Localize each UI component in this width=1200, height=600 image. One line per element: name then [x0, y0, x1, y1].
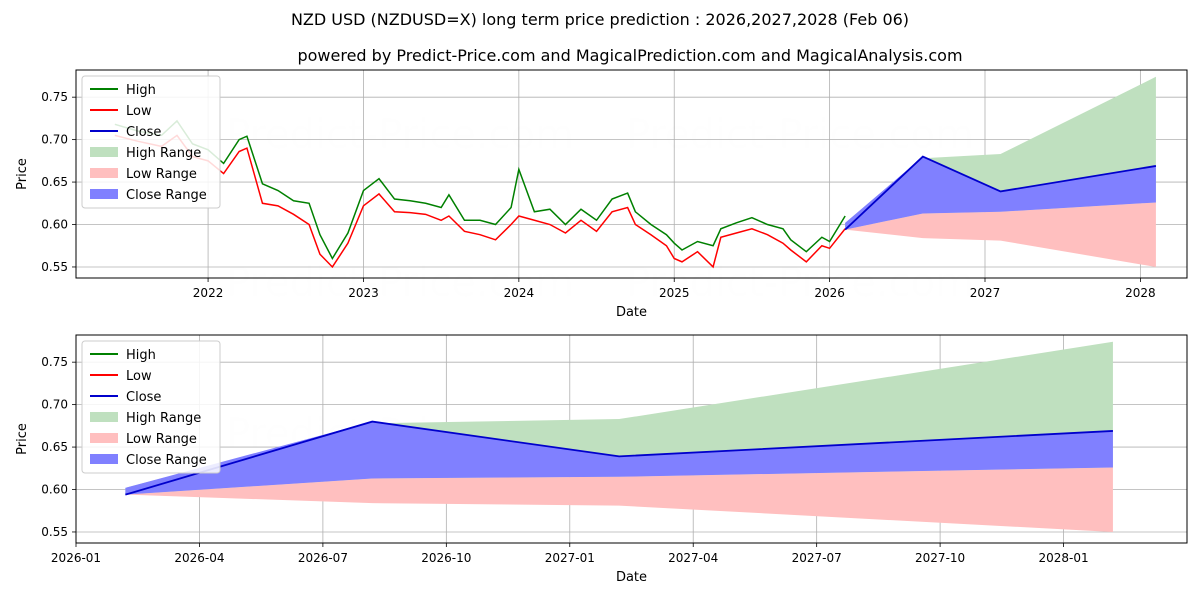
y-tick-label: 0.60: [41, 218, 68, 232]
x-tick-label: 2027: [970, 286, 1001, 300]
x-tick-label: 2022: [193, 286, 224, 300]
low-range-area: [845, 202, 1156, 267]
bottom-panel: Predict-Price.comPredict-Price.com2026-0…: [15, 334, 1188, 585]
watermark-text: Predict-Price.com: [626, 112, 974, 158]
legend-high-range-swatch: [90, 412, 118, 422]
x-tick-label: 2026: [814, 286, 845, 300]
legend-low-range-swatch: [90, 168, 118, 178]
y-tick-label: 0.55: [41, 525, 68, 539]
x-tick-label: 2027-07: [792, 551, 842, 565]
legend-high-label: High: [126, 83, 156, 98]
legend-high-range-swatch: [90, 147, 118, 157]
chart-title: NZD USD (NZDUSD=X) long term price predi…: [291, 10, 909, 29]
legend-low-label: Low: [126, 104, 152, 119]
legend-high-label: High: [126, 348, 156, 363]
legend-high-range-label: High Range: [126, 146, 201, 161]
legend-low-range-label: Low Range: [126, 167, 197, 182]
close-range-area: [845, 156, 1156, 230]
watermark-text: Predict-Price.com: [226, 112, 574, 158]
x-tick-label: 2026-10: [421, 551, 471, 565]
x-tick-label: 2023: [348, 286, 379, 300]
x-tick-label: 2027-10: [915, 551, 965, 565]
legend-close-range-label: Close Range: [126, 188, 207, 203]
close-line: [844, 155, 1157, 231]
x-tick-label: 2026-04: [174, 551, 224, 565]
legend-close-range-swatch: [90, 454, 118, 464]
high-line: [114, 119, 846, 260]
x-tick-label: 2027-01: [545, 551, 595, 565]
legend-low-label: Low: [126, 369, 152, 384]
legend-low-range-swatch: [90, 433, 118, 443]
x-tick-label: 2027-04: [668, 551, 718, 565]
y-tick-label: 0.65: [41, 440, 68, 454]
y-tick-label: 0.60: [41, 483, 68, 497]
close-range-area: [125, 421, 1113, 495]
legend-low-range-label: Low Range: [126, 432, 197, 447]
y-tick-label: 0.70: [41, 398, 68, 412]
legend-close-range-label: Close Range: [126, 453, 207, 468]
x-tick-label: 2028-01: [1038, 551, 1088, 565]
legend-high-range-label: High Range: [126, 411, 201, 426]
chart-subtitle: powered by Predict-Price.com and Magical…: [297, 46, 962, 65]
x-tick-label: 2026-07: [298, 551, 348, 565]
low-range-area: [125, 467, 1113, 532]
y-axis-label: Price: [15, 423, 30, 455]
x-axis-label: Date: [616, 305, 647, 320]
legend-close-label: Close: [126, 125, 161, 140]
x-axis-label: Date: [616, 570, 647, 585]
plot-frame: [75, 69, 1188, 279]
y-tick-label: 0.75: [41, 90, 68, 104]
low-line: [114, 134, 846, 269]
y-tick-label: 0.70: [41, 133, 68, 147]
y-tick-label: 0.75: [41, 355, 68, 369]
x-tick-label: 2028: [1125, 286, 1156, 300]
plot-frame: [75, 334, 1188, 544]
legend-close-range-swatch: [90, 189, 118, 199]
y-tick-label: 0.55: [41, 260, 68, 274]
top-panel: Predict-Price.com Predict-Price.comPredic…: [15, 69, 1188, 320]
y-tick-label: 0.65: [41, 175, 68, 189]
close-line: [125, 420, 1113, 496]
legend-close-label: Close: [126, 390, 161, 405]
x-tick-label: 2026-01: [51, 551, 101, 565]
y-axis-label: Price: [15, 158, 30, 190]
x-tick-label: 2024: [504, 286, 535, 300]
x-tick-label: 2025: [659, 286, 690, 300]
